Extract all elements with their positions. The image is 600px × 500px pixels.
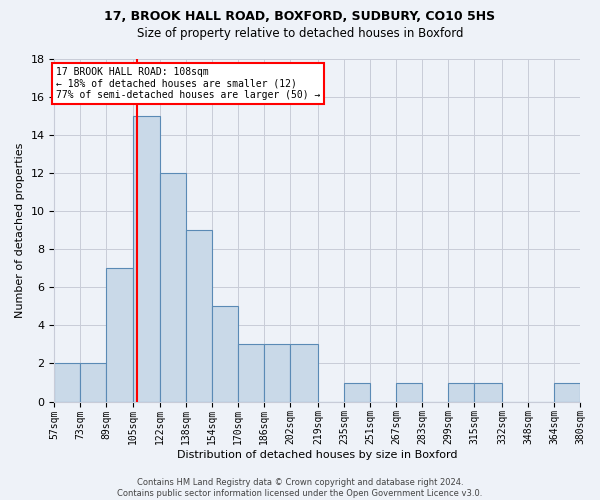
Text: Contains HM Land Registry data © Crown copyright and database right 2024.
Contai: Contains HM Land Registry data © Crown c… xyxy=(118,478,482,498)
Bar xyxy=(448,382,474,402)
Text: 17, BROOK HALL ROAD, BOXFORD, SUDBURY, CO10 5HS: 17, BROOK HALL ROAD, BOXFORD, SUDBURY, C… xyxy=(104,10,496,23)
X-axis label: Distribution of detached houses by size in Boxford: Distribution of detached houses by size … xyxy=(177,450,457,460)
Text: 17 BROOK HALL ROAD: 108sqm
← 18% of detached houses are smaller (12)
77% of semi: 17 BROOK HALL ROAD: 108sqm ← 18% of deta… xyxy=(56,66,320,100)
Bar xyxy=(160,173,186,402)
Bar xyxy=(106,268,133,402)
Bar xyxy=(133,116,160,402)
Bar xyxy=(186,230,212,402)
Bar xyxy=(396,382,422,402)
Bar xyxy=(212,306,238,402)
Bar xyxy=(474,382,502,402)
Y-axis label: Number of detached properties: Number of detached properties xyxy=(15,142,25,318)
Bar xyxy=(290,344,318,402)
Text: Size of property relative to detached houses in Boxford: Size of property relative to detached ho… xyxy=(137,28,463,40)
Bar xyxy=(344,382,370,402)
Bar xyxy=(80,364,106,402)
Bar xyxy=(554,382,580,402)
Bar xyxy=(55,364,80,402)
Bar xyxy=(265,344,290,402)
Bar xyxy=(238,344,265,402)
